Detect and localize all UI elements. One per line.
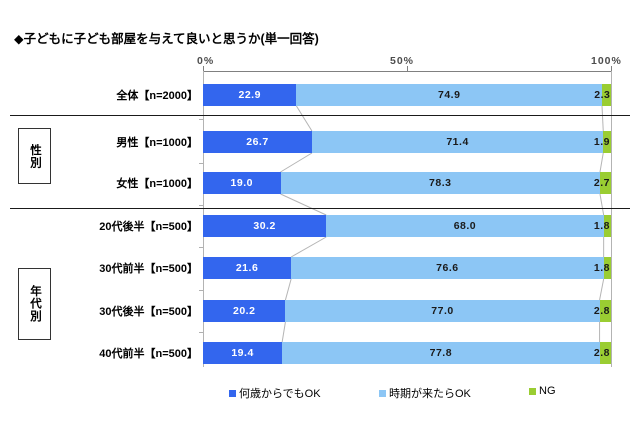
bar-segment-value: 68.0 [453, 220, 477, 232]
bar-row-label: 女性【n=1000】 [116, 178, 198, 190]
group-box-gender: 性別 [18, 128, 51, 184]
bar-segment[interactable]: 26.7 [203, 131, 312, 153]
legend-swatch-2 [529, 387, 536, 395]
bar-segment[interactable]: 2.8 [594, 342, 611, 364]
bar-row: 30代前半【n=500】 21.6 76.6 1.8 [0, 257, 640, 279]
y-axis-minor-tick [199, 332, 203, 333]
bar-segment-value: 21.6 [235, 262, 259, 274]
bar-row: 20代後半【n=500】 30.2 68.0 1.8 [0, 215, 640, 237]
bar-segment[interactable]: 1.9 [594, 131, 611, 153]
stacked-bar[interactable]: 19.4 77.8 2.8 [203, 342, 611, 364]
bar-segment[interactable]: 76.6 [291, 257, 604, 279]
bar-segment[interactable]: 71.4 [311, 131, 604, 153]
stacked-bar[interactable]: 20.2 77.0 2.8 [203, 300, 611, 322]
stacked-bar[interactable]: 22.9 74.9 2.3 [203, 84, 612, 106]
y-axis-minor-tick [199, 204, 203, 206]
bar-segment-value: 30.2 [253, 220, 276, 232]
bar-segment[interactable]: 68.0 [326, 215, 604, 237]
legend-label-1: 時期が来たらOK [389, 388, 471, 400]
bar-segment[interactable]: 22.9 [203, 84, 297, 106]
plot-area-right-edge [611, 71, 612, 367]
bar-segment-value: 26.7 [246, 136, 269, 148]
x-axis-tick-0 [203, 66, 204, 72]
bar-segment-value: 20.2 [232, 305, 256, 317]
bar-segment-value: 2.8 [593, 305, 610, 317]
bar-row: 40代前半【n=500】 19.4 77.8 2.8 [0, 342, 640, 364]
y-axis-minor-tick [199, 247, 203, 248]
bar-segment-value: 1.9 [593, 136, 610, 148]
bar-row-label: 全体【n=2000】 [116, 90, 198, 102]
legend-label-2: NG [539, 385, 556, 397]
stacked-bar[interactable]: 21.6 76.6 1.8 [203, 257, 611, 279]
bar-row-label: 40代前半【n=500】 [99, 348, 198, 360]
bar-segment-value: 19.0 [230, 177, 253, 189]
bar-segment[interactable]: 1.8 [594, 257, 611, 279]
bar-segment[interactable]: 77.8 [282, 342, 600, 364]
group-separator-middle [10, 208, 630, 209]
bar-segment-value: 1.8 [593, 220, 610, 232]
axis-tick-label-0: 0% [197, 55, 215, 67]
axis-tick-label-50: 50% [390, 55, 415, 67]
bar-segment-value: 2.7 [593, 177, 610, 189]
bar-segment[interactable]: 2.3 [594, 84, 612, 106]
legend-item-2[interactable]: NG [529, 385, 556, 397]
bar-segment[interactable]: 77.0 [285, 300, 600, 322]
bar-segment[interactable]: 30.2 [203, 215, 327, 237]
bar-row-label: 30代後半【n=500】 [99, 306, 198, 318]
bar-segment-value: 77.8 [429, 347, 453, 359]
bar-segment-value: 2.3 [594, 89, 611, 101]
bar-segment-value: 22.9 [238, 89, 261, 101]
legend-item-1[interactable]: 時期が来たらOK [379, 385, 471, 401]
bar-row: 30代後半【n=500】 20.2 77.0 2.8 [0, 300, 640, 322]
bar-segment[interactable]: 1.8 [594, 215, 611, 237]
legend-label-0: 何歳からでもOK [239, 388, 321, 400]
bar-row-label: 男性【n=1000】 [116, 137, 198, 149]
legend-swatch-1 [379, 389, 386, 397]
bar-row: 全体【n=2000】 22.9 74.9 2.3 [0, 84, 640, 106]
bar-segment[interactable]: 21.6 [203, 257, 292, 279]
chart-title: ◆子どもに子ども部屋を与えて良いと思うか(単一回答) [14, 32, 319, 46]
bar-segment-value: 71.4 [446, 136, 469, 148]
group-box-age-label: 年代別 [29, 285, 41, 323]
bar-segment[interactable]: 78.3 [280, 172, 600, 194]
bar-segment-value: 77.0 [431, 305, 454, 317]
bar-segment[interactable]: 19.4 [203, 342, 283, 364]
bar-row: 男性【n=1000】 26.7 71.4 1.9 [0, 131, 640, 153]
group-box-age: 年代別 [18, 268, 51, 340]
bar-segment-value: 2.8 [593, 347, 610, 359]
group-separator-top [10, 115, 630, 116]
bar-segment-value: 74.9 [437, 89, 461, 101]
bar-segment-value: 76.6 [436, 262, 459, 274]
chart-legend: 何歳からでもOK 時期が来たらOK NG [0, 385, 640, 401]
stacked-bar[interactable]: 30.2 68.0 1.8 [203, 215, 611, 237]
legend-swatch-0 [229, 389, 236, 397]
group-box-gender-label: 性別 [29, 143, 41, 169]
bar-segment[interactable]: 74.9 [296, 84, 602, 106]
stacked-bar[interactable]: 19.0 78.3 2.7 [203, 172, 611, 194]
bar-segment-value: 19.4 [231, 347, 254, 359]
bar-segment[interactable]: 20.2 [203, 300, 286, 322]
x-axis-tick-50 [407, 66, 408, 72]
stacked-bar[interactable]: 26.7 71.4 1.9 [203, 131, 611, 153]
bar-segment-value: 78.3 [429, 177, 452, 189]
bar-segment[interactable]: 2.8 [594, 300, 611, 322]
bar-segment-value: 1.8 [593, 262, 610, 274]
bar-row-label: 30代前半【n=500】 [99, 263, 198, 275]
bar-row-label: 20代後半【n=500】 [99, 221, 198, 233]
y-axis-minor-tick [199, 118, 203, 120]
y-axis-minor-tick [199, 162, 203, 164]
y-axis-minor-tick [199, 289, 203, 291]
bar-segment[interactable]: 19.0 [203, 172, 281, 194]
bar-segment[interactable]: 2.7 [594, 172, 611, 194]
legend-item-0[interactable]: 何歳からでもOK [229, 385, 321, 401]
axis-tick-label-100: 100% [591, 55, 622, 67]
x-axis-tick-100 [611, 66, 612, 72]
bar-row: 女性【n=1000】 19.0 78.3 2.7 [0, 172, 640, 194]
